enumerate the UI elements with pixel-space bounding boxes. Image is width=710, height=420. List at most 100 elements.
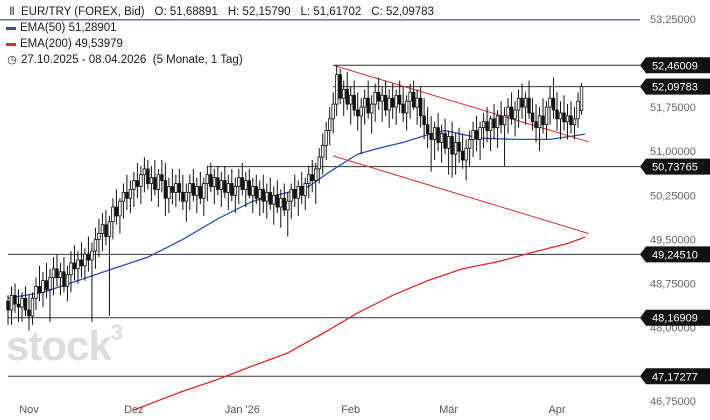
- candle-body: [41, 280, 45, 293]
- candle-body: [418, 97, 423, 117]
- candle-body: [6, 300, 10, 311]
- y-tick-label: 51,00000: [650, 146, 696, 158]
- candle-body: [495, 115, 500, 129]
- candle-body: [485, 121, 489, 131]
- candle-body: [488, 118, 493, 131]
- candle-body: [118, 200, 122, 217]
- candle-body: [387, 97, 391, 111]
- candle-body: [268, 191, 272, 205]
- candle-body: [188, 183, 192, 193]
- candle-body: [244, 180, 248, 190]
- candle-body: [79, 259, 84, 267]
- candle-body: [65, 274, 70, 287]
- candle-body: [146, 168, 150, 184]
- candle-body: [216, 177, 220, 190]
- candle-body: [310, 174, 314, 181]
- price-label-text: 49,24510: [652, 249, 698, 261]
- candle-body: [265, 191, 269, 202]
- candle-body: [293, 189, 297, 199]
- candle-body: [450, 136, 454, 155]
- candle-body: [457, 141, 461, 152]
- candle-body: [20, 297, 24, 308]
- candle-body: [307, 174, 311, 184]
- price-label-box: [640, 158, 710, 175]
- candle-body: [478, 127, 482, 140]
- candle-body: [156, 174, 161, 190]
- candle-body: [576, 100, 580, 120]
- price-label-text: 48,16909: [652, 313, 698, 325]
- x-tick-label: Nov: [19, 404, 39, 416]
- candle-body: [394, 94, 398, 108]
- candle-body: [460, 150, 465, 161]
- candle-body: [27, 309, 31, 317]
- candle-body: [534, 121, 538, 129]
- candle-body: [44, 280, 49, 290]
- candle-body: [76, 259, 80, 270]
- candle-body: [251, 186, 255, 196]
- candle-body: [296, 186, 300, 199]
- ema50-value: 51,28901: [68, 22, 117, 34]
- candle-body: [198, 186, 203, 199]
- candle-body: [401, 103, 405, 114]
- x-tick-label: Mär: [439, 404, 458, 416]
- candle-body: [376, 91, 381, 102]
- instrument-name: EUR/TRY (FOREX, Bid): [21, 6, 145, 18]
- candle-body: [383, 94, 388, 111]
- candle-body: [132, 180, 136, 190]
- candle-body: [16, 303, 21, 308]
- candle-body: [446, 136, 451, 149]
- candle-body: [530, 112, 535, 123]
- price-label-text: 47,17277: [652, 371, 698, 383]
- candle-body: [212, 177, 217, 187]
- candle-body: [321, 144, 325, 158]
- ema50-label: EMA(50): [20, 22, 66, 34]
- candle-body: [247, 180, 251, 196]
- ema50-swatch: [6, 26, 16, 30]
- candle-body: [432, 127, 437, 140]
- x-tick-label: Dez: [124, 404, 144, 416]
- candle-body: [509, 106, 514, 120]
- candle-body: [202, 183, 206, 199]
- candlestick-icon: ⫴: [9, 6, 15, 18]
- legend: ⫴ EUR/TRY (FOREX, Bid) O: 51,68891 H: 52…: [6, 4, 434, 68]
- candle-body: [93, 239, 98, 252]
- y-tick-label: 48,75000: [650, 279, 696, 291]
- candle-body: [272, 194, 276, 205]
- candle-body: [565, 115, 570, 123]
- candle-body: [513, 109, 517, 120]
- range-info: (5 Monate, 1 Tag): [152, 54, 243, 66]
- ohlc-low: L: 51,61702: [300, 6, 362, 18]
- candle-body: [289, 189, 293, 202]
- candle-body: [555, 109, 559, 120]
- candle-body: [226, 183, 231, 193]
- candle-body: [474, 130, 479, 140]
- y-tick-label: 51,75000: [650, 102, 696, 114]
- candle-body: [233, 186, 238, 196]
- candle-body: [219, 180, 224, 190]
- candle-body: [282, 197, 286, 211]
- price-label-box: [640, 246, 710, 263]
- channel-upper-line: [333, 64, 589, 143]
- candle-body: [544, 106, 549, 126]
- legend-instrument-row: ⫴ EUR/TRY (FOREX, Bid) O: 51,68891 H: 52…: [6, 4, 434, 20]
- candle-body: [415, 97, 419, 108]
- candle-body: [111, 206, 115, 223]
- ohlc-high: H: 52,15790: [227, 6, 291, 18]
- channel-lower-line: [333, 155, 589, 234]
- candle-body: [55, 268, 59, 279]
- candle-body: [181, 191, 185, 202]
- watermark-logo: stock3: [6, 320, 123, 369]
- candle-body: [300, 186, 304, 196]
- candle-body: [335, 74, 339, 105]
- candle-body: [237, 177, 241, 187]
- candle-body: [537, 115, 542, 129]
- y-tick-label: 49,50000: [650, 234, 696, 246]
- candle-body: [177, 183, 182, 193]
- candle-body: [492, 118, 496, 129]
- x-tick-label: Feb: [341, 404, 360, 416]
- candle-body: [502, 115, 507, 126]
- price-label-text: 50,73765: [652, 162, 698, 174]
- candle-body: [170, 186, 175, 193]
- candle-body: [338, 74, 342, 99]
- candle-body: [223, 180, 227, 193]
